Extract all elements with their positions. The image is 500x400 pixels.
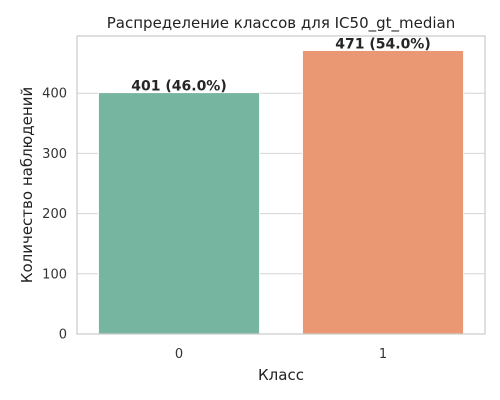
data-labels: 401 (46.0%) 471 (54.0%)	[131, 36, 430, 94]
data-label: 471 (54.0%)	[335, 36, 430, 52]
y-tick-label: 300	[42, 147, 67, 162]
bar-class-0	[97, 92, 261, 335]
y-tick-label: 200	[42, 207, 67, 222]
bars	[97, 49, 465, 335]
y-tick-label: 100	[42, 267, 67, 282]
x-tick-label: 0	[175, 347, 183, 362]
plot-frame	[76, 35, 486, 335]
y-tick-label: 400	[42, 87, 67, 102]
bar-class-1	[301, 49, 465, 335]
data-label: 401 (46.0%)	[131, 79, 226, 95]
x-tick-label: 1	[379, 347, 387, 362]
x-axis-label: Класс	[258, 366, 304, 384]
y-axis-label: Количество наблюдений	[18, 87, 36, 283]
y-tick-label: 0	[59, 328, 67, 343]
chart-title: Распределение классов для IC50_gt_median	[107, 14, 456, 33]
y-tick-labels: 0 100 200 300 400	[42, 87, 67, 343]
